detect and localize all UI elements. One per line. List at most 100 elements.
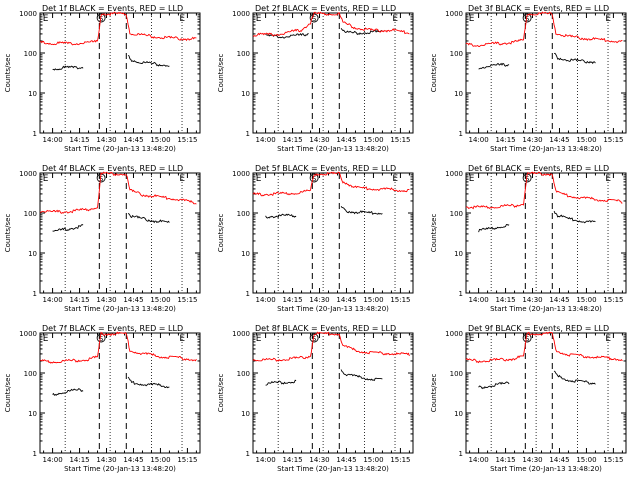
marker-label: E (43, 334, 49, 344)
x-axis-label: Start Time (20-Jan-13 13:48:20) (490, 145, 602, 153)
x-tick-label: 14:45 (336, 296, 356, 304)
series-events-line (52, 55, 170, 71)
x-tick-label: 15:00 (363, 456, 383, 464)
series-lld-line (252, 331, 410, 362)
marker-label: S (312, 15, 317, 23)
marker-label: S (312, 175, 317, 183)
y-tick-label: 100 (24, 370, 37, 378)
x-tick-label: 14:45 (549, 296, 569, 304)
plot-frame (252, 332, 414, 454)
y-tick-label: 10 (241, 250, 250, 258)
plot-frame (39, 12, 201, 134)
x-tick-label: 14:00 (468, 456, 488, 464)
x-tick-label: 15:00 (576, 136, 596, 144)
x-axis-label: Start Time (20-Jan-13 13:48:20) (277, 305, 389, 313)
marker-circle (309, 333, 319, 343)
x-tick-label: 14:30 (96, 136, 116, 144)
marker-circle (522, 13, 532, 23)
plot-frame (465, 332, 627, 454)
y-tick-label: 1000 (232, 170, 250, 178)
panel-title: Det 2f BLACK = Events, RED = LLD (255, 4, 396, 13)
x-tick-label: 15:00 (150, 136, 170, 144)
y-tick-label: 10 (28, 410, 37, 418)
y-axis-label: Counts/sec (430, 54, 438, 93)
marker-label: E (392, 174, 398, 184)
marker-label: E (605, 334, 611, 344)
y-axis-label: Counts/sec (4, 214, 12, 253)
x-tick-label: 14:45 (336, 456, 356, 464)
x-tick-label: 15:15 (177, 456, 197, 464)
panel-title: Det 9f BLACK = Events, RED = LLD (468, 324, 609, 333)
panel-title: Det 6f BLACK = Events, RED = LLD (468, 164, 609, 173)
x-tick-label: 14:30 (309, 456, 329, 464)
marker-label: E (392, 334, 398, 344)
series-lld-line (39, 171, 197, 214)
marker-label: S (525, 175, 530, 183)
y-tick-label: 10 (28, 250, 37, 258)
y-tick-label: 1 (459, 290, 463, 298)
panel-title: Det 5f BLACK = Events, RED = LLD (255, 164, 396, 173)
y-tick-label: 100 (237, 50, 250, 58)
x-tick-label: 15:00 (576, 296, 596, 304)
y-tick-label: 10 (28, 90, 37, 98)
x-axis-label: Start Time (20-Jan-13 13:48:20) (64, 145, 176, 153)
x-tick-label: 14:15 (495, 456, 515, 464)
y-tick-label: 100 (237, 210, 250, 218)
y-axis-label: Counts/sec (4, 374, 12, 413)
x-axis-label: Start Time (20-Jan-13 13:48:20) (490, 465, 602, 473)
panel-title: Det 1f BLACK = Events, RED = LLD (42, 4, 183, 13)
series-lld-line (39, 11, 197, 46)
x-tick-label: 15:15 (603, 136, 623, 144)
y-tick-label: 1 (33, 130, 37, 138)
x-tick-label: 14:45 (549, 456, 569, 464)
x-axis-label: Start Time (20-Jan-13 13:48:20) (64, 305, 176, 313)
y-tick-label: 100 (450, 210, 463, 218)
x-tick-label: 15:00 (363, 136, 383, 144)
detector-panel-7: Det 7f BLACK = Events, RED = LLD Counts/s… (4, 324, 201, 473)
series-events-line (478, 370, 596, 390)
detector-panel-4: Det 4f BLACK = Events, RED = LLD Counts/s… (4, 164, 201, 313)
x-tick-label: 14:30 (522, 136, 542, 144)
marker-label: E (256, 174, 262, 184)
marker-label: E (179, 174, 185, 184)
x-tick-label: 14:45 (549, 136, 569, 144)
y-tick-label: 1000 (19, 170, 37, 178)
plot-frame (252, 172, 414, 294)
series-lld-line (39, 331, 197, 364)
marker-label: E (469, 14, 475, 24)
detector-panel-6: Det 6f BLACK = Events, RED = LLD Counts/s… (430, 164, 627, 313)
marker-label: E (256, 334, 262, 344)
y-tick-label: 1000 (19, 10, 37, 18)
x-tick-label: 14:00 (255, 296, 275, 304)
x-tick-label: 14:30 (522, 296, 542, 304)
y-tick-label: 1000 (19, 330, 37, 338)
x-tick-label: 15:15 (390, 456, 410, 464)
y-tick-label: 1000 (445, 330, 463, 338)
marker-label: S (99, 175, 104, 183)
y-tick-label: 100 (450, 370, 463, 378)
panel-title: Det 3f BLACK = Events, RED = LLD (468, 4, 609, 13)
series-events-line (478, 210, 596, 233)
x-tick-label: 15:00 (150, 456, 170, 464)
series-lld-line (252, 171, 410, 197)
x-tick-label: 14:30 (309, 296, 329, 304)
x-axis-label: Start Time (20-Jan-13 13:48:20) (277, 145, 389, 153)
x-tick-label: 14:45 (123, 136, 143, 144)
x-tick-label: 14:15 (495, 296, 515, 304)
series-events-line (265, 369, 383, 386)
detector-panel-9: Det 9f BLACK = Events, RED = LLD Counts/s… (430, 324, 627, 473)
marker-label: S (99, 335, 104, 343)
x-tick-label: 14:30 (96, 296, 116, 304)
marker-label: E (469, 334, 475, 344)
y-tick-label: 100 (450, 50, 463, 58)
plot-frame (465, 12, 627, 134)
x-tick-label: 15:15 (177, 136, 197, 144)
marker-label: E (43, 14, 49, 24)
y-tick-label: 1 (33, 290, 37, 298)
series-lld-line (465, 171, 623, 210)
x-tick-label: 14:30 (522, 456, 542, 464)
marker-label: E (256, 14, 262, 24)
x-tick-label: 14:45 (123, 296, 143, 304)
series-lld-line (465, 11, 623, 47)
